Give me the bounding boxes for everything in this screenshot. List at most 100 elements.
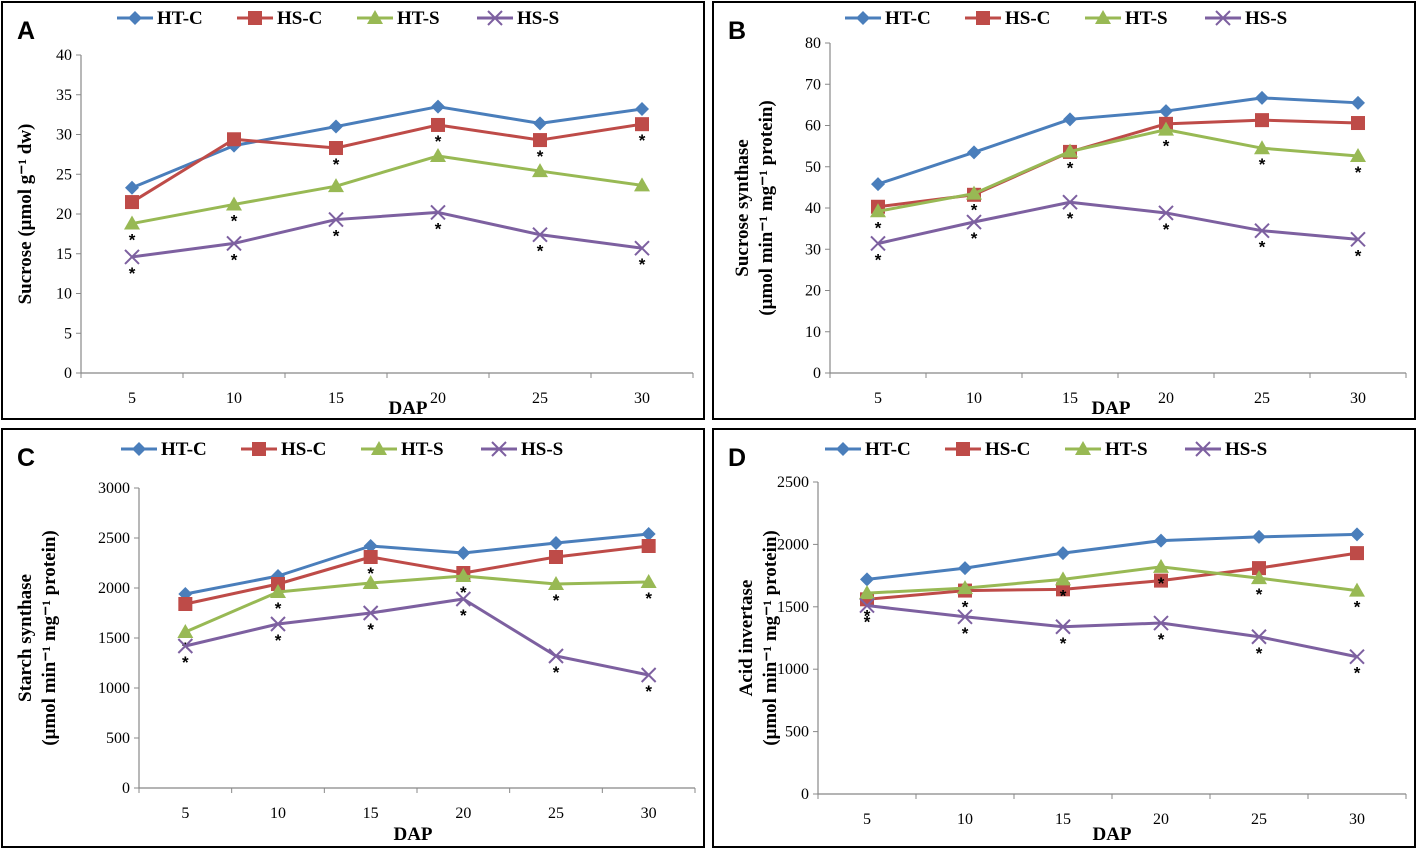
legend-label: HT-C [161, 439, 207, 460]
y-tick-label: 10 [56, 286, 72, 303]
significance-marker: * [639, 131, 646, 150]
x-tick-label: 10 [966, 390, 982, 407]
significance-marker: * [1256, 585, 1263, 604]
legend-label: HT-S [397, 8, 440, 29]
y-tick-label: 60 [805, 118, 821, 135]
data-point [957, 580, 973, 595]
series-hs-s: ****** [859, 597, 1365, 683]
legend: HT-C HS-C HT-S HS-S [121, 439, 563, 460]
significance-marker: * [864, 613, 871, 632]
panel-c: C 0 500 1000 1500 2000 2500 3000 5 10 15 20 25 30 DAP S… [1, 428, 705, 848]
y-tick-label: 0 [122, 780, 130, 797]
data-point [532, 163, 548, 178]
data-point [635, 117, 649, 132]
legend-marker [487, 10, 503, 26]
significance-marker: * [875, 250, 882, 269]
data-point [548, 648, 564, 664]
significance-marker: * [1067, 209, 1074, 228]
x-tick-label: 5 [863, 811, 871, 828]
significance-marker: * [275, 599, 282, 618]
significance-marker: * [962, 598, 969, 617]
significance-marker: * [1163, 220, 1170, 239]
data-point [1055, 571, 1071, 586]
y-tick-label: 15 [56, 246, 72, 263]
legend-marker [132, 442, 146, 456]
y-tick-label: 2500 [98, 530, 130, 547]
y-tick-label: 2500 [777, 474, 809, 491]
legend-marker [1215, 10, 1231, 26]
legend-marker [128, 11, 142, 25]
significance-marker: * [182, 639, 189, 658]
legend-label: HT-C [865, 439, 911, 460]
data-point [456, 546, 471, 560]
series-line [877, 118, 1359, 209]
y-tick-label: 30 [56, 127, 72, 144]
legend-label: HS-C [281, 439, 326, 460]
significance-marker: * [962, 624, 969, 643]
data-point [178, 597, 193, 611]
significance-marker: * [537, 242, 544, 261]
legend-label: HT-C [885, 8, 931, 29]
panel-label: A [17, 17, 35, 45]
data-point [227, 132, 241, 147]
series-line [185, 532, 649, 596]
data-point [124, 249, 140, 265]
data-point [533, 116, 547, 131]
significance-marker: * [435, 219, 442, 238]
x-tick-label: 15 [1055, 811, 1071, 828]
data-point [1251, 629, 1267, 645]
series-ht-c [860, 527, 1364, 587]
data-point [967, 145, 981, 160]
data-point [1254, 222, 1270, 239]
data-point [1350, 148, 1366, 163]
data-point [328, 178, 344, 193]
legend-marker [976, 11, 990, 25]
y-tick-label: 80 [805, 35, 821, 52]
significance-marker: * [971, 229, 978, 248]
series-line [131, 122, 643, 204]
legend-label: HS-S [521, 439, 563, 460]
data-point [1153, 558, 1169, 573]
chart-d: D 0 500 1000 1500 2000 2500 5 10 15 20 25 30 DAP Acid … [728, 439, 1407, 845]
x-tick-label: 20 [455, 805, 471, 822]
data-point [966, 185, 982, 200]
y-tick-label: 50 [805, 159, 821, 176]
data-point [430, 204, 446, 221]
legend: HT-C HS-C HT-S HS-S [117, 8, 559, 29]
y-tick-label: 1500 [777, 599, 809, 616]
data-point [329, 119, 343, 134]
panel-label: C [17, 444, 35, 472]
x-tick-label: 30 [1349, 811, 1365, 828]
series-line [184, 597, 649, 677]
significance-marker: * [182, 653, 189, 672]
series-line [866, 604, 1358, 659]
data-point [430, 147, 446, 162]
data-point [958, 561, 972, 576]
y-tick-label: 2000 [98, 580, 130, 597]
legend-label: HS-S [1225, 439, 1267, 460]
x-axis-title: DAP [393, 824, 432, 845]
significance-marker: * [435, 132, 442, 151]
data-point [329, 141, 343, 156]
legend-marker [1075, 441, 1091, 455]
data-point [860, 572, 874, 587]
series-line [184, 574, 649, 634]
data-point [1255, 90, 1269, 105]
significance-marker: * [971, 201, 978, 220]
data-point [177, 638, 194, 654]
significance-marker: * [1259, 155, 1266, 174]
data-point [859, 585, 875, 600]
legend: HT-C HS-C HT-S HS-S [825, 439, 1267, 460]
data-point [1255, 113, 1269, 128]
data-point [362, 605, 379, 621]
data-point [1349, 582, 1365, 597]
series-hs-s: ****** [177, 591, 657, 701]
x-axis-title: DAP [1092, 824, 1131, 845]
series-ht-s: * * * * [859, 558, 1365, 617]
data-point [270, 584, 286, 598]
series-ht-c [125, 99, 649, 195]
significance-marker: * [1163, 137, 1170, 156]
y-tick-label: 25 [56, 166, 72, 183]
legend-marker [491, 441, 507, 457]
x-tick-label: 30 [634, 390, 650, 407]
